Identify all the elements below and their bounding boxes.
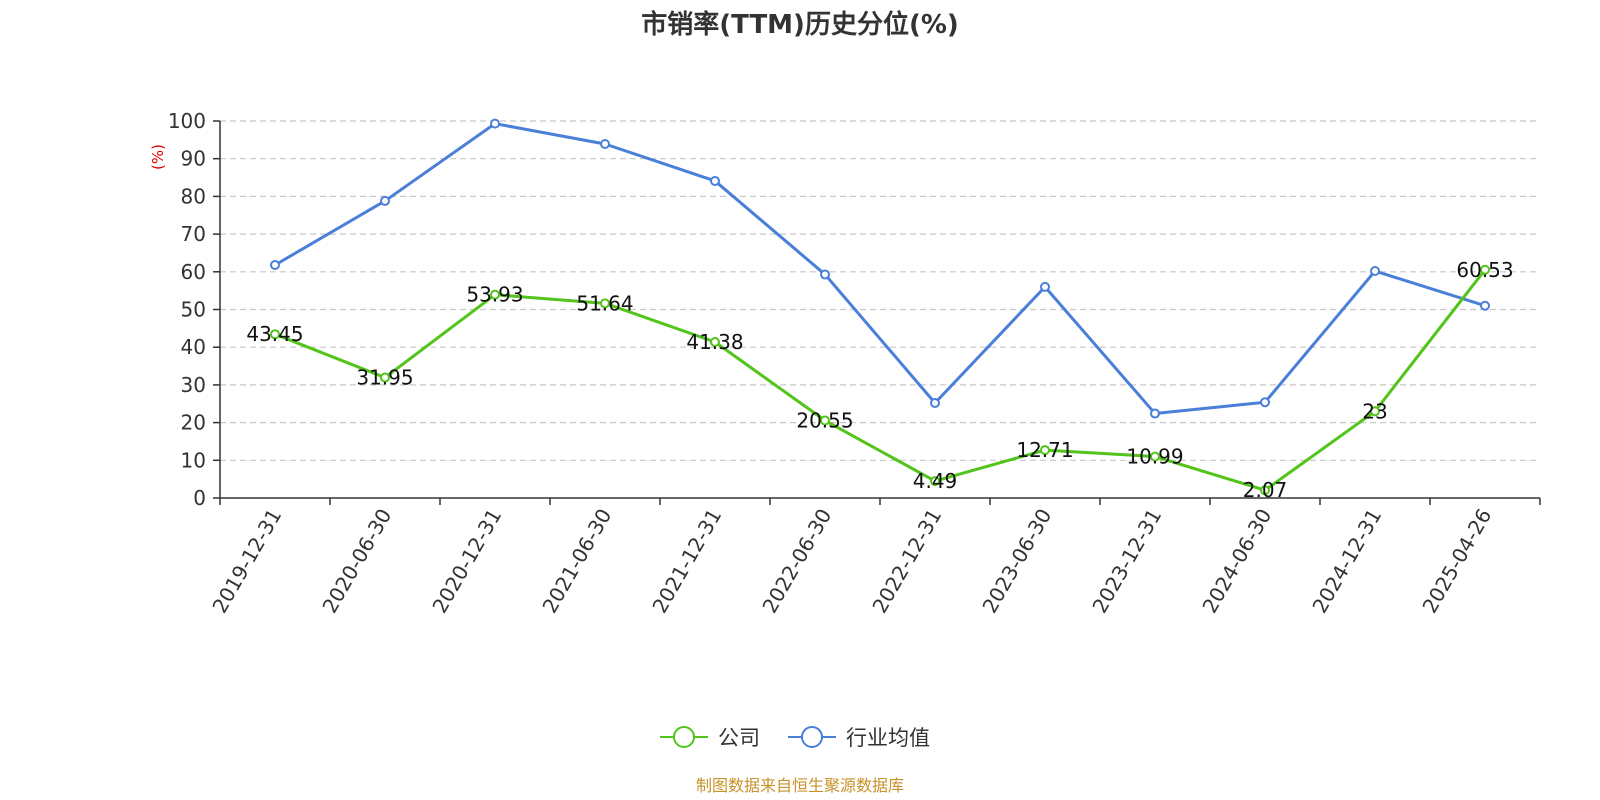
data-point: [930, 397, 940, 408]
series-layer: [270, 118, 1490, 496]
data-point: [1260, 397, 1270, 408]
y-tick-label: 100: [168, 109, 206, 133]
y-tick-label: 0: [193, 486, 206, 510]
x-tick-label: 2025-04-26: [1417, 505, 1496, 618]
data-point: [1260, 485, 1270, 496]
data-point: [600, 298, 610, 309]
data-point: [1040, 281, 1050, 292]
data-point: [1370, 266, 1380, 277]
data-point: [1480, 264, 1490, 275]
data-label: 20.55: [796, 409, 853, 433]
grid-lines: [220, 120, 1540, 461]
data-point: [1040, 445, 1050, 456]
legend[interactable]: 公司 行业均值: [660, 726, 930, 750]
x-tick-label: 2024-12-31: [1307, 505, 1386, 618]
data-point: [270, 329, 280, 340]
x-tick-label: 2024-06-30: [1197, 505, 1276, 618]
data-point: [270, 260, 280, 271]
y-tick-label: 80: [181, 184, 206, 208]
data-point: [930, 476, 940, 487]
y-tick-label: 20: [181, 411, 206, 435]
y-tick-label: 40: [181, 335, 206, 359]
x-axis: 2019-12-31 2020-06-30 2020-12-31 2021-06-30…: [207, 497, 1541, 618]
y-tick-label: 10: [181, 448, 206, 472]
chart-title: 市销率(TTM)历史分位(%): [641, 9, 959, 40]
data-label: 51.64: [576, 291, 633, 315]
data-point: [1370, 406, 1380, 417]
data-point: [710, 175, 720, 186]
y-tick-label: 60: [181, 260, 206, 284]
source-note: 制图数据来自恒生聚源数据库: [696, 776, 904, 795]
series-line-1: [274, 122, 1486, 416]
data-point: [490, 118, 500, 129]
y-tick-label: 90: [181, 147, 206, 171]
data-point: [820, 415, 830, 426]
legend-label: 公司: [718, 726, 760, 750]
data-point: [1150, 451, 1160, 462]
data-label: 2.07: [1243, 478, 1288, 502]
data-label: 31.95: [356, 366, 413, 390]
y-axis: 0 10 20 30 40 50 60 70 80 90 100: [168, 109, 221, 510]
x-tick-label: 2023-06-30: [977, 505, 1056, 618]
y-tick-label: 50: [181, 298, 206, 322]
data-point: [380, 195, 390, 206]
y-tick-label: 30: [181, 373, 206, 397]
x-tick-label: 2022-12-31: [867, 505, 946, 618]
data-label: 53.93: [466, 283, 523, 307]
data-point: [710, 336, 720, 347]
data-point: [820, 269, 830, 280]
data-label: 4.49: [913, 469, 958, 493]
data-label: 10.99: [1126, 445, 1183, 469]
x-tick-label: 2023-12-31: [1087, 505, 1166, 618]
x-tick-label: 2020-12-31: [427, 505, 506, 618]
data-labels: 43.45 31.95 53.93 51.64 41.38 20.55 4.49 12.71 1…: [246, 258, 1513, 502]
series-line-0: [274, 268, 1487, 492]
legend-marker-icon: [801, 726, 823, 748]
data-label: 41.38: [686, 330, 743, 354]
x-tick-label: 2022-06-30: [757, 505, 836, 618]
data-point: [1150, 408, 1160, 419]
x-tick-label: 2020-06-30: [317, 505, 396, 618]
x-tick-label: 2019-12-31: [207, 505, 286, 618]
data-point: [600, 138, 610, 149]
y-tick-label: 70: [181, 222, 206, 246]
legend-marker-icon: [673, 726, 695, 748]
data-label: 60.53: [1456, 258, 1513, 282]
legend-label: 行业均值: [846, 726, 930, 750]
data-label: 23: [1362, 399, 1387, 423]
x-tick-label: 2021-12-31: [647, 505, 726, 618]
x-tick-label: 2021-06-30: [537, 505, 616, 618]
data-point: [490, 289, 500, 300]
data-label: 43.45: [246, 322, 303, 346]
data-label: 12.71: [1016, 438, 1073, 462]
y-axis-label: (%): [149, 144, 167, 170]
data-point: [380, 372, 390, 383]
data-point: [1480, 300, 1490, 311]
